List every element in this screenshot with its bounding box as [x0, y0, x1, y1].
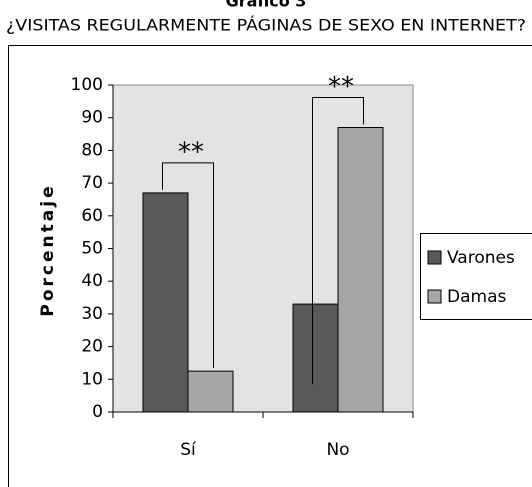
- y-tick-label: 20: [81, 337, 103, 357]
- y-axis-label: Porcentaje: [38, 183, 58, 316]
- annotation: **: [328, 72, 354, 102]
- y-tick-label: 90: [81, 108, 103, 128]
- bar: [187, 370, 234, 413]
- y-tick-label: 50: [81, 239, 103, 259]
- bar: [337, 127, 384, 413]
- y-tick-label: 100: [71, 75, 103, 95]
- legend-swatch: [427, 289, 442, 304]
- annotation: **: [178, 137, 204, 167]
- chart-title: Gráfico 3: [226, 0, 307, 11]
- y-tick-label: 0: [92, 402, 103, 422]
- y-tick-label: 10: [81, 369, 103, 389]
- y-tick-label: 70: [81, 173, 103, 193]
- x-tick-label: Sí: [180, 440, 197, 460]
- significance-bracket: [162, 162, 214, 369]
- significance-bracket: [312, 97, 364, 385]
- y-tick-label: 30: [81, 304, 103, 324]
- chart-subtitle: ¿VISITAS REGULARMENTE PÁGINAS DE SEXO EN…: [6, 16, 526, 35]
- legend-swatch: [427, 250, 442, 265]
- y-tick-label: 60: [81, 206, 103, 226]
- legend-box: [420, 233, 532, 320]
- bar: [142, 192, 189, 413]
- x-tick-label: No: [326, 440, 349, 460]
- y-tick-label: 80: [81, 140, 103, 160]
- legend-label: Varones: [447, 248, 515, 268]
- bar: [292, 303, 339, 413]
- legend-label: Damas: [447, 287, 506, 307]
- y-tick-label: 40: [81, 271, 103, 291]
